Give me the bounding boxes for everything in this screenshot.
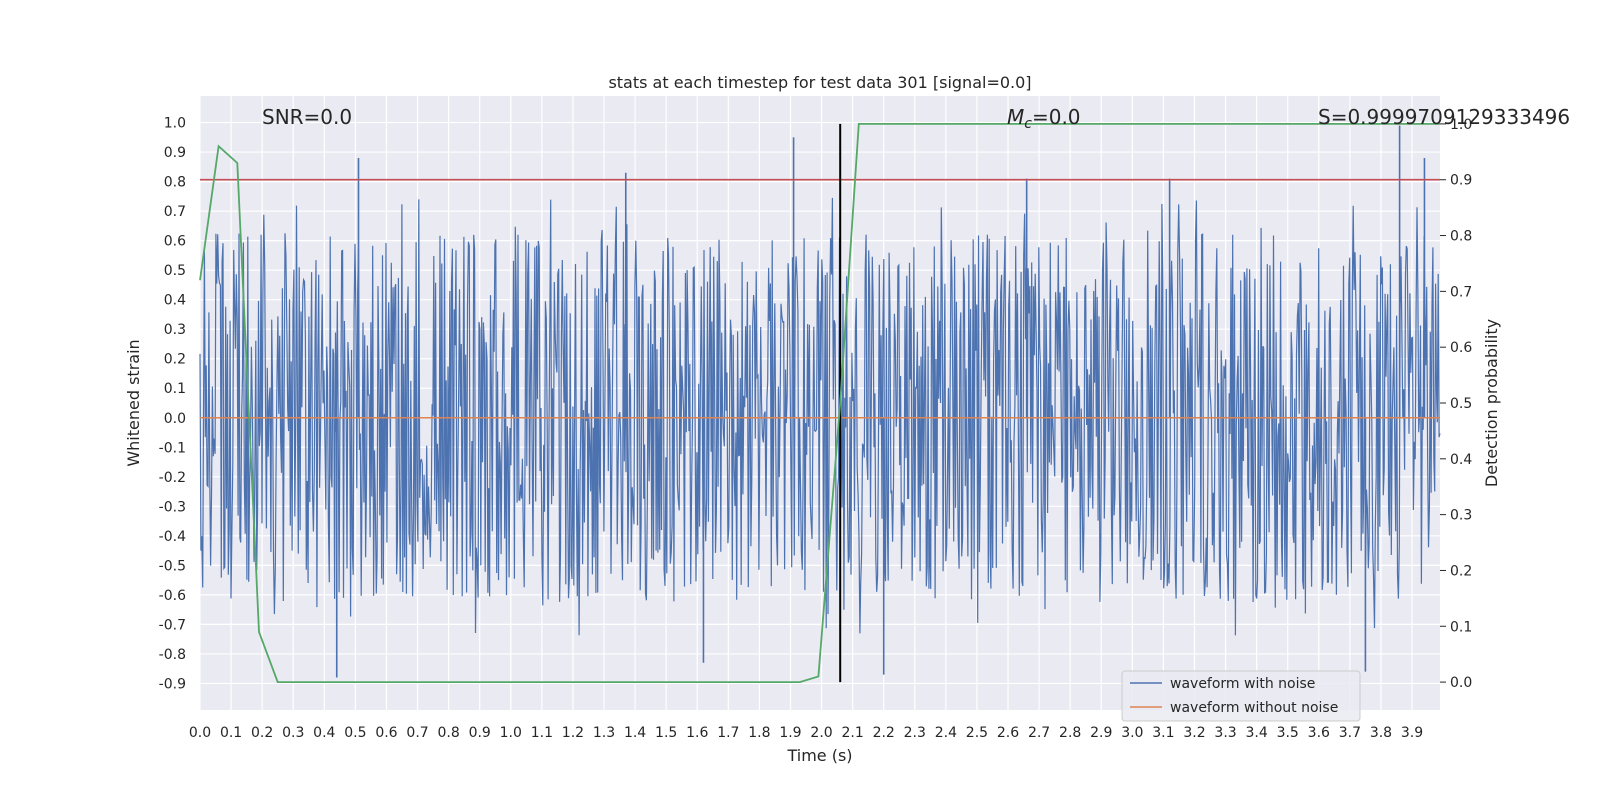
x-tick-label: 3.4 [1246,725,1268,741]
y-tick-label: 0.2 [164,352,186,368]
y2-tick-label: 0.1 [1450,619,1472,635]
series-detection-probability-line [199,123,1440,683]
x-tick-label: 0.8 [437,725,459,741]
x-tick-label: 1.7 [717,725,739,741]
x-tick-label: 2.4 [935,725,957,741]
y2-tick-label: 0.7 [1450,284,1472,300]
y-axis-label: Whitened strain [124,339,143,466]
x-tick-label: 2.6 [997,725,1019,741]
x-tick-label: 0.7 [406,725,428,741]
chirp-mass-subscript: c [1024,116,1032,132]
x-tick-label: 2.2 [873,725,895,741]
y-tick-label: 0.4 [164,293,186,309]
x-tick-label: 0.6 [375,725,397,741]
x-tick-label: 1.9 [779,725,801,741]
x-tick-label: 3.6 [1308,725,1330,741]
legend-box [1121,670,1361,722]
x-tick-label: 3.7 [1339,725,1361,741]
x-tick-label: 1.6 [686,725,708,741]
y-tick-label: 0.1 [164,381,186,397]
x-tick-label: 0.5 [344,725,366,741]
plot-area [199,123,1441,683]
y-tick-label: 0.8 [164,175,186,191]
x-tick-label: 3.5 [1277,725,1299,741]
y-axis-ticks: 1.0 0.9 0.8 0.7 0.6 0.5 0.4 0.3 0.2 0.1 0.0 -0.1 -0.… [159,116,186,693]
y2-tick-label: 0.5 [1450,396,1472,412]
y-tick-label: -0.7 [159,617,186,633]
x-tick-label: 2.3 [904,725,926,741]
y-tick-label: 0.6 [164,234,186,250]
y2-tick-label: 0.8 [1450,229,1472,245]
chart-title: stats at each timestep for test data 301… [608,73,1031,92]
y2-tick-label: 0.4 [1450,452,1472,468]
y-tick-label: 1.0 [164,116,186,132]
y2-tick-label: 0.3 [1450,508,1472,524]
x-tick-label: 2.9 [1090,725,1112,741]
y-tick-label: 0.0 [164,411,186,427]
x-tick-label: 1.0 [500,725,522,741]
y2-axis-ticks: 1.0 0.9 0.8 0.7 0.6 0.5 0.4 0.3 0.2 0.1 0.0 [1440,117,1472,691]
y-tick-label: -0.4 [159,529,186,545]
x-tick-label: 1.1 [531,725,553,741]
y-tick-label: -0.9 [159,676,186,692]
x-tick-label: 0.0 [189,725,211,741]
y2-tick-label: 0.9 [1450,173,1472,189]
x-tick-label: 0.9 [469,725,491,741]
x-tick-label: 3.2 [1183,725,1205,741]
x-tick-label: 0.2 [251,725,273,741]
legend-label-noise: waveform with noise [1170,676,1315,692]
legend-label-clean: waveform without noise [1170,700,1338,716]
x-tick-label: 1.8 [748,725,770,741]
y-tick-label: 0.5 [164,263,186,279]
x-tick-label: 2.1 [841,725,863,741]
chirp-mass-symbol: M [1007,105,1024,129]
snr-annotation: SNR=0.0 [262,105,352,129]
y2-axis-label: Detection probability [1482,319,1501,487]
x-tick-label: 3.1 [1152,725,1174,741]
y2-tick-label: 0.0 [1450,675,1472,691]
x-tick-label: 2.5 [966,725,988,741]
x-axis-ticks: 0.0 0.1 0.2 0.3 0.4 0.5 0.6 0.7 0.8 0.9 1.0 1.1 1.2 1… [189,725,1423,741]
y-tick-label: 0.7 [164,204,186,220]
x-tick-label: 2.8 [1059,725,1081,741]
x-tick-label: 3.8 [1370,725,1392,741]
significance-annotation: S=0.9999709129333496 [1318,105,1570,129]
y-tick-label: -0.8 [159,647,186,663]
x-tick-label: 3.3 [1214,725,1236,741]
y2-tick-label: 0.2 [1450,563,1472,579]
x-tick-label: 2.7 [1028,725,1050,741]
y2-tick-label: 1.0 [1450,117,1472,133]
y-tick-label: -0.2 [159,470,186,486]
x-tick-label: 1.3 [593,725,615,741]
x-tick-label: 0.1 [220,725,242,741]
chirp-mass-annotation: Mc=0.0 [1007,105,1081,132]
x-tick-label: 1.2 [562,725,584,741]
x-tick-label: 0.3 [282,725,304,741]
x-tick-label: 3.0 [1121,725,1143,741]
y2-tick-label: 0.6 [1450,340,1472,356]
x-tick-label: 1.4 [624,725,646,741]
y-tick-label: 0.9 [164,145,186,161]
x-tick-label: 0.4 [313,725,335,741]
legend: waveform with noise waveform without noi… [1121,670,1361,722]
y-tick-label: 0.3 [164,322,186,338]
y-tick-label: -0.5 [159,558,186,574]
y-tick-label: -0.1 [159,440,186,456]
x-tick-label: 3.9 [1401,725,1423,741]
x-tick-label: 1.5 [655,725,677,741]
y-tick-label: -0.3 [159,499,186,515]
y-tick-label: -0.6 [159,588,186,604]
x-tick-label: 2.0 [810,725,832,741]
series-noise-line [199,197,1441,636]
chirp-mass-value: =0.0 [1032,105,1081,129]
x-axis-label: Time (s) [786,746,852,765]
